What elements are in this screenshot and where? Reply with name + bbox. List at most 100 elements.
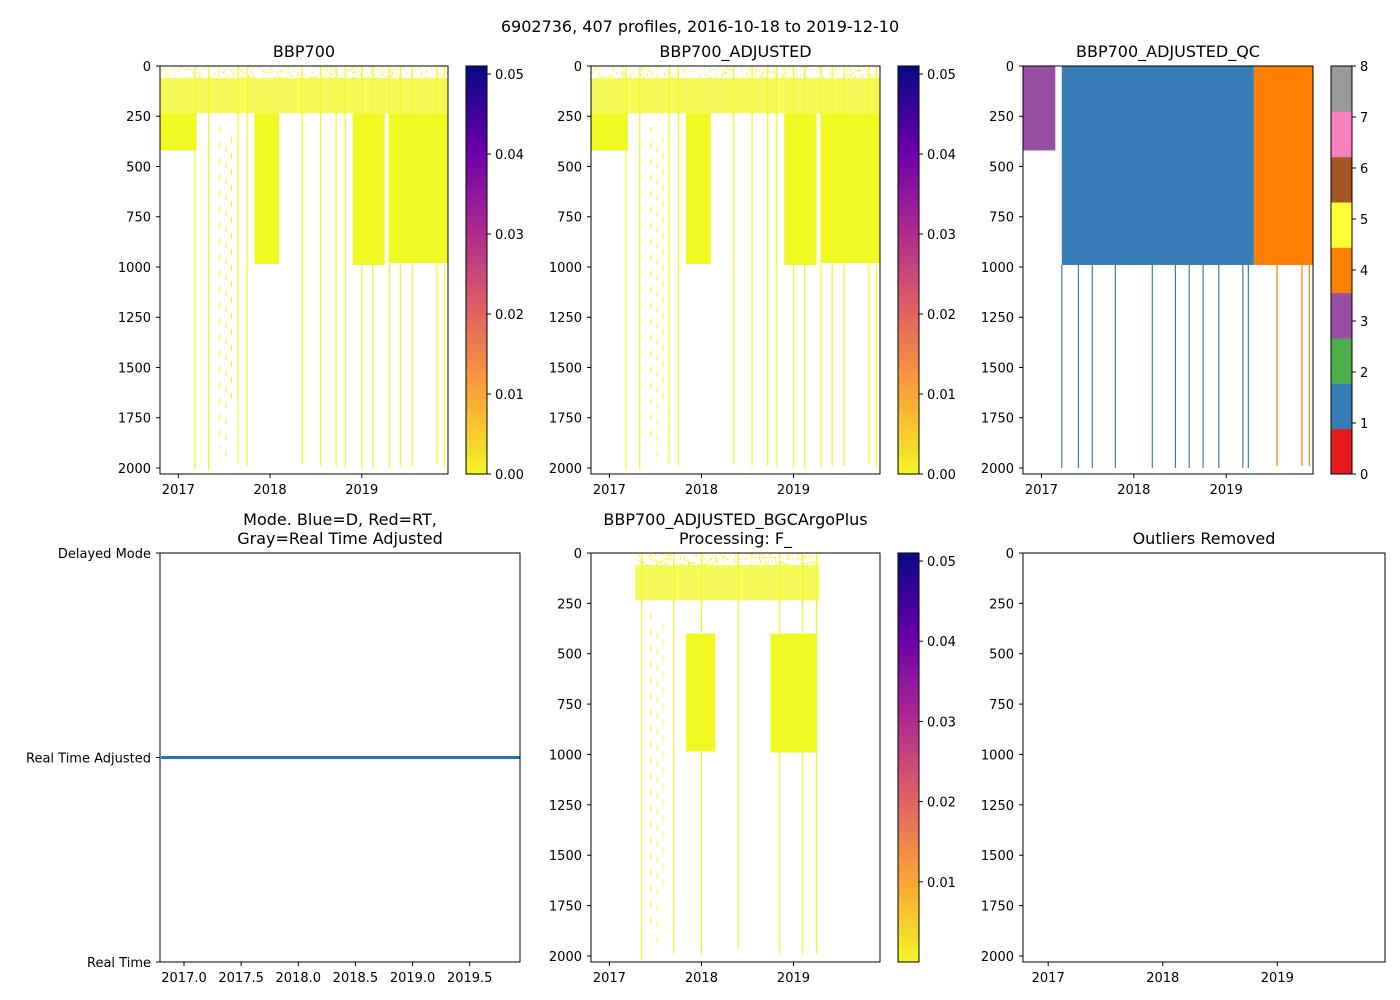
surface-speckle: [362, 70, 364, 72]
surface-speckle: [383, 71, 385, 73]
x-tick-label: 2017.5: [218, 971, 264, 986]
surface-speckle: [785, 73, 787, 76]
surface-speckle: [721, 74, 723, 77]
surface-speckle: [781, 562, 783, 565]
colorbar-band: [898, 86, 919, 94]
colorbar-band: [898, 419, 919, 427]
surface-speckle: [291, 74, 293, 77]
colorbar-band: [898, 689, 919, 697]
surface-speckle: [732, 68, 734, 71]
surface-speckle: [419, 66, 421, 69]
surface-speckle: [643, 66, 645, 69]
colorbar-band: [898, 587, 919, 595]
surface-speckle: [659, 561, 661, 563]
surface-speckle: [768, 555, 770, 558]
surface-speckle: [602, 75, 604, 77]
surface-speckle: [613, 67, 615, 70]
surface-speckle: [342, 78, 344, 80]
surface-speckle: [396, 68, 398, 70]
surface-speckle: [242, 72, 244, 74]
surface-speckle: [664, 73, 666, 75]
colorbar-band: [466, 310, 487, 319]
surface-speckle: [667, 562, 669, 564]
surface-speckle: [187, 67, 189, 70]
surface-speckle: [594, 69, 596, 72]
surface-speckle: [775, 71, 777, 74]
surface-speckle: [626, 75, 628, 77]
surface-speckle: [735, 563, 737, 566]
surface-speckle: [635, 553, 637, 555]
surface-speckle: [187, 76, 189, 79]
colorbar-band: [898, 174, 919, 183]
surface-speckle: [778, 555, 780, 557]
surface-speckle: [398, 75, 400, 78]
surface-speckle: [660, 561, 662, 563]
surface-speckle: [681, 553, 683, 556]
qc-segment-3: [1023, 66, 1056, 151]
surface-speckle: [786, 564, 788, 566]
surface-speckle: [705, 563, 707, 565]
colorbar-band: [466, 256, 487, 264]
colorbar-band: [898, 113, 919, 121]
surface-speckle: [850, 74, 852, 77]
surface-speckle: [209, 76, 211, 79]
surface-speckle: [805, 556, 807, 558]
surface-speckle: [410, 76, 412, 78]
colorbar-band: [898, 655, 919, 663]
surface-speckle: [694, 553, 696, 556]
surface-speckle: [667, 558, 669, 560]
surface-speckle: [818, 66, 820, 69]
panel-mode: Mode. Blue=D, Red=RT,Gray=Real Time Adju…: [26, 510, 521, 986]
colorbar-band: [898, 399, 919, 407]
colorbar-band: [466, 195, 487, 203]
surface-speckle: [353, 71, 355, 74]
surface-speckle: [205, 69, 207, 72]
surface-speckle: [403, 67, 405, 69]
surface-speckle: [653, 556, 655, 558]
colorbar-band: [466, 412, 487, 421]
colorbar-band: [466, 426, 487, 434]
surface-speckle: [348, 77, 350, 79]
y-tick-label: 750: [989, 211, 1014, 226]
colorbar-tick-label: 2: [1360, 366, 1368, 381]
surface-speckle: [241, 75, 243, 78]
surface-speckle: [655, 554, 657, 556]
surface-speckle: [664, 563, 666, 565]
surface-speckle: [852, 73, 854, 75]
surface-speckle: [775, 557, 777, 559]
surface-speckle: [679, 563, 681, 565]
colorbar-band: [466, 270, 487, 278]
y-tick-label: Real Time: [87, 956, 151, 971]
surface-speckle: [719, 553, 721, 556]
surface-speckle: [765, 71, 767, 73]
surface-speckle: [381, 74, 383, 77]
surface-speckle: [649, 554, 651, 556]
surface-speckle: [759, 556, 761, 559]
y-tick-label: 750: [989, 698, 1014, 713]
colorbar-band: [898, 955, 919, 963]
surface-speckle: [781, 69, 783, 71]
surface-speckle: [421, 73, 423, 75]
surface-speckle: [650, 557, 652, 559]
panel-title-line: BBP700_ADJUSTED_BGCArgoPlus: [603, 510, 867, 530]
surface-speckle: [650, 555, 652, 557]
colorbar-band: [466, 317, 487, 325]
colorbar-band: [466, 338, 487, 346]
surface-speckle: [754, 562, 756, 565]
colorbar-band: [898, 406, 919, 414]
colorbar-band: [898, 134, 919, 142]
y-tick-label: Delayed Mode: [58, 547, 151, 562]
surface-speckle: [165, 72, 167, 75]
colorbar-band: [898, 839, 919, 847]
surface-speckle: [366, 77, 368, 80]
surface-speckle: [190, 69, 192, 71]
surface-speckle: [799, 553, 801, 555]
surface-speckle: [788, 555, 790, 558]
colorbar-band: [898, 777, 919, 786]
surface-speckle: [775, 564, 777, 566]
colorbar-band: [466, 358, 487, 366]
surface-speckle: [214, 72, 216, 75]
surface-speckle: [312, 72, 314, 74]
surface-speckle: [783, 76, 785, 78]
